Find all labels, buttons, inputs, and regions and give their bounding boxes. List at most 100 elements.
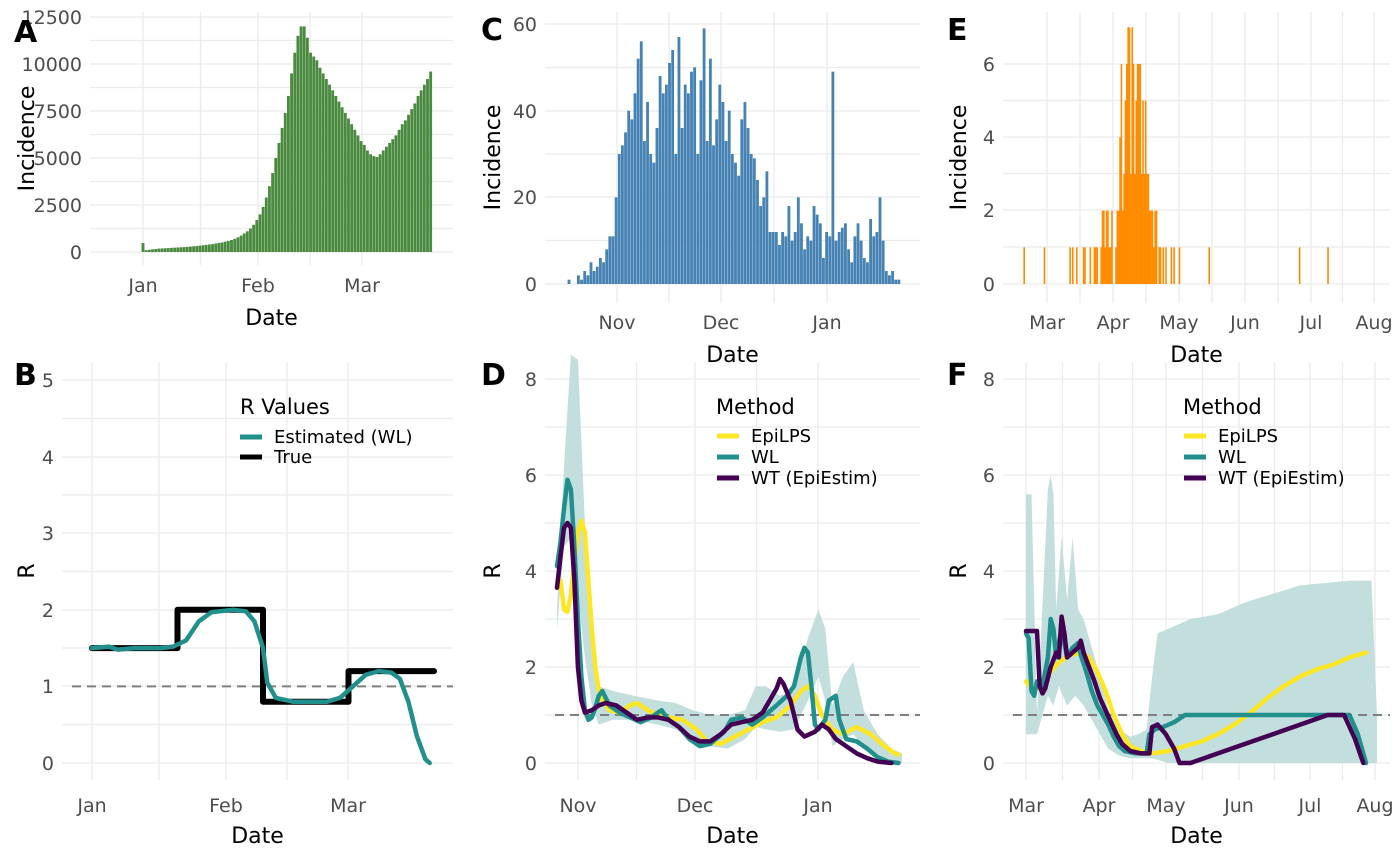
- panel-label: C: [481, 13, 503, 48]
- bar: [182, 247, 186, 252]
- bar: [173, 247, 177, 252]
- bar: [286, 95, 290, 253]
- bar: [1148, 210, 1151, 284]
- bar: [144, 250, 148, 252]
- bar: [608, 236, 612, 284]
- y-tick-label: 60: [513, 14, 537, 36]
- bar: [359, 141, 363, 252]
- bar: [693, 67, 697, 284]
- bar: [803, 249, 807, 284]
- y-tick-label: 0: [525, 753, 537, 775]
- y-tick-label: 40: [513, 101, 537, 123]
- bar: [1327, 247, 1329, 284]
- bar: [1121, 210, 1124, 284]
- bar: [198, 245, 202, 252]
- bar: [708, 58, 712, 284]
- bar: [1111, 210, 1113, 284]
- bar: [1159, 247, 1162, 284]
- bar: [869, 219, 872, 284]
- series-line-estimated-wl: [89, 607, 432, 766]
- y-tick-label: 2: [983, 657, 995, 679]
- x-tick-label: Jan: [76, 795, 106, 817]
- panel-b: R Values Estimated (WL)True 0 1 2 3 4 5 Jan Feb Ma…: [14, 358, 453, 849]
- bar: [862, 258, 866, 284]
- bar: [416, 95, 420, 253]
- bar: [884, 271, 888, 284]
- bar: [1208, 247, 1210, 284]
- bar: [388, 142, 392, 252]
- bar: [633, 93, 637, 284]
- bar: [859, 240, 863, 284]
- bar: [1128, 27, 1131, 284]
- bar: [242, 233, 246, 252]
- x-tick-label: Feb: [209, 795, 243, 817]
- bar: [1105, 210, 1108, 284]
- bar: [160, 248, 164, 252]
- bar: [268, 186, 271, 252]
- bar: [800, 223, 803, 284]
- bar: [309, 52, 312, 252]
- bar: [296, 35, 300, 252]
- bar: [381, 150, 385, 252]
- bar: [661, 93, 665, 284]
- x-tick-label: Jan: [127, 275, 157, 297]
- bar: [683, 84, 687, 285]
- bar: [305, 37, 309, 253]
- bar: [1147, 174, 1150, 284]
- bar: [1100, 247, 1102, 284]
- y-axis-title: Incidence: [15, 86, 40, 192]
- panel-label: D: [481, 358, 506, 393]
- bar: [1094, 247, 1097, 284]
- bar: [1155, 210, 1158, 284]
- bar: [422, 84, 426, 253]
- bar: [840, 227, 844, 284]
- bar: [715, 119, 719, 284]
- x-tick-label: Jan: [802, 795, 832, 817]
- bar: [793, 232, 797, 284]
- bar: [1158, 247, 1161, 284]
- bar: [315, 60, 319, 252]
- bar: [605, 249, 609, 284]
- y-tick-label: 1: [42, 676, 54, 698]
- bar: [595, 266, 599, 284]
- bar: [1298, 247, 1301, 284]
- bar: [796, 197, 800, 284]
- bar: [1126, 64, 1128, 284]
- y-tick-label: 2500: [34, 195, 82, 217]
- x-axis-title: Date: [1170, 343, 1223, 368]
- bar: [353, 129, 357, 252]
- bar: [403, 120, 407, 253]
- y-tick-label: 2: [525, 657, 537, 679]
- bar: [853, 236, 857, 284]
- y-tick-label: 0: [42, 753, 54, 775]
- bar: [207, 244, 211, 252]
- bar: [343, 112, 347, 252]
- bar: [652, 162, 656, 284]
- x-tick-label: Mar: [1008, 795, 1044, 817]
- bar: [771, 232, 775, 284]
- bar: [1140, 174, 1143, 284]
- legend-title: Method: [1183, 395, 1262, 419]
- bar: [223, 241, 227, 252]
- y-tick-label: 0: [525, 274, 537, 296]
- bar: [1115, 247, 1117, 284]
- bar: [204, 244, 208, 252]
- bar: [866, 262, 869, 284]
- bar: [765, 171, 769, 284]
- bar: [350, 124, 354, 252]
- panel-label: A: [14, 15, 38, 50]
- bar: [362, 144, 366, 252]
- x-tick-label: Mar: [330, 795, 366, 817]
- bar: [822, 258, 825, 284]
- bar: [255, 220, 259, 252]
- bar: [611, 236, 615, 284]
- bar: [671, 50, 675, 284]
- bar: [831, 71, 835, 285]
- x-tick-label: Apr: [1083, 795, 1116, 817]
- bar: [1143, 174, 1146, 284]
- bar: [696, 154, 700, 284]
- bar: [737, 175, 741, 284]
- bar: [878, 197, 882, 284]
- bar: [413, 103, 417, 252]
